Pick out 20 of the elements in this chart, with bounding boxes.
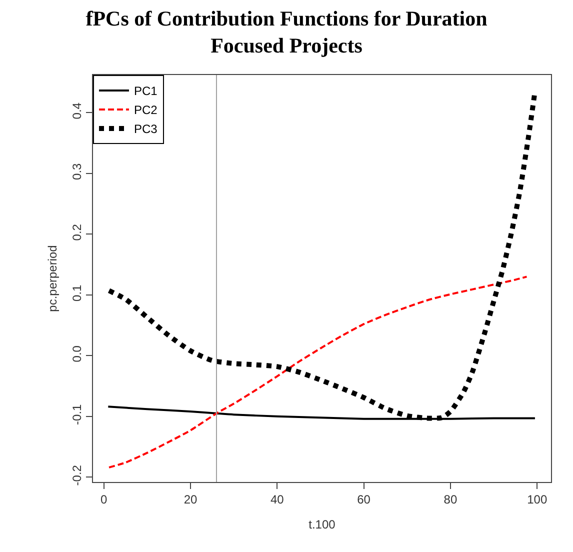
legend-label: PC3 bbox=[134, 122, 158, 136]
legend-label: PC2 bbox=[134, 103, 158, 118]
line-series bbox=[108, 276, 528, 468]
y-tick-label: 0.1 bbox=[70, 284, 84, 302]
x-axis-title: t.100 bbox=[308, 517, 336, 532]
y-tick-label: -0.1 bbox=[70, 404, 84, 425]
x-tick-label: 40 bbox=[270, 492, 284, 506]
y-tick-label: 0.4 bbox=[70, 102, 84, 120]
x-tick-label: 0 bbox=[100, 492, 108, 506]
y-tick-label: 0.3 bbox=[70, 162, 84, 180]
x-tick-label: 60 bbox=[357, 492, 371, 506]
x-tick-label: 20 bbox=[184, 492, 198, 506]
y-tick-label: 0.0 bbox=[70, 345, 84, 362]
y-tick-label: -0.2 bbox=[70, 464, 84, 486]
x-tick-label: 100 bbox=[527, 492, 548, 506]
y-tick-label: 0.2 bbox=[70, 224, 84, 241]
chart-title: fPCs of Contribution Functions for Duration Focused Projects bbox=[86, 6, 488, 58]
y-axis-title: pc.perperiod bbox=[46, 245, 60, 312]
x-tick-label: 80 bbox=[444, 492, 458, 506]
legend-label: PC1 bbox=[134, 84, 158, 98]
